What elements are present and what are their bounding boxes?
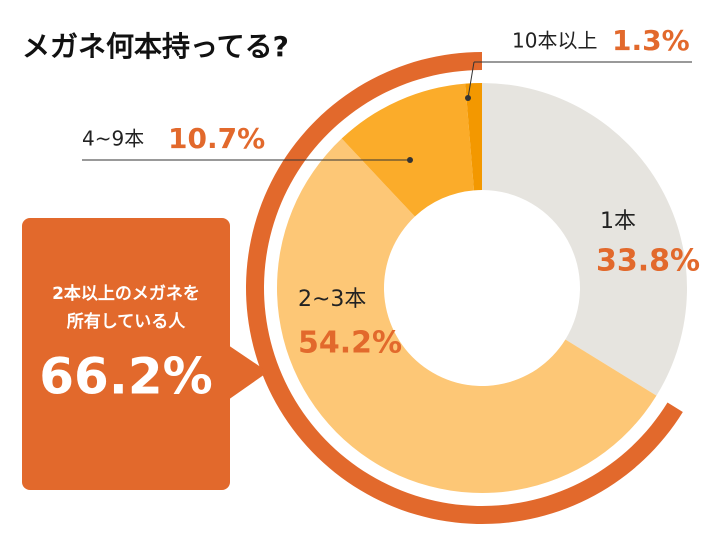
donut [246, 52, 687, 524]
callout-pointer [228, 345, 268, 400]
category-label: 4~9本 [82, 127, 144, 151]
value-label: 33.8% [596, 244, 700, 279]
value-label: 54.2% [298, 326, 402, 361]
category-label: 10本以上 [512, 29, 597, 53]
donut-segment [341, 83, 475, 217]
chart-title: メガネ何本持ってる? [22, 30, 289, 63]
callout-text: 2本以上のメガネを [52, 283, 200, 304]
leader-dot [407, 157, 413, 163]
leader-dot [465, 95, 471, 101]
callout-box [22, 218, 230, 490]
leader-line [467, 61, 475, 99]
value-label: 1.3% [612, 24, 690, 57]
category-label: 1本 [600, 209, 636, 234]
donut-segment [465, 83, 482, 191]
callout-text: 所有している人 [67, 311, 186, 332]
callout-value: 66.2% [39, 348, 212, 406]
donut-segment [276, 138, 657, 493]
callout: 2本以上のメガネを 所有している人 66.2% [22, 218, 268, 490]
value-label: 10.7% [168, 122, 265, 155]
donut-segment [482, 83, 687, 396]
category-label: 2~3本 [298, 287, 366, 312]
